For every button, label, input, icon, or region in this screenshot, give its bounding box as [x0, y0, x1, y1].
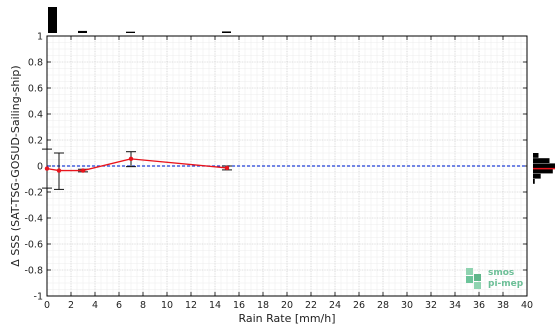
data-point	[44, 166, 50, 171]
data-point	[128, 156, 134, 162]
x-tick-label: 2	[68, 300, 74, 311]
x-tick-label: 28	[377, 300, 389, 311]
y-tick-label: 0.6	[28, 84, 43, 95]
y-tick-label: 1	[37, 32, 43, 43]
x-tick-label: 18	[257, 300, 269, 311]
y-tick-label: 0.2	[28, 136, 43, 147]
y-tick-label: 0.8	[28, 58, 43, 69]
data-point	[224, 165, 230, 171]
top-histogram-bar	[126, 31, 135, 33]
pimep-logo: smos pi-mep	[466, 268, 524, 289]
x-tick-label: 20	[281, 300, 293, 311]
right-histogram-bar	[533, 168, 553, 174]
x-tick-label: 32	[425, 300, 437, 311]
x-tick-label: 4	[92, 300, 98, 311]
x-tick-label: 6	[116, 300, 122, 311]
top-histogram-bar	[222, 31, 231, 33]
x-tick-label: 30	[401, 300, 413, 311]
logo-square	[474, 282, 481, 289]
right-histogram-bar	[533, 153, 539, 158]
right-histogram-bar	[533, 163, 555, 169]
x-tick-label: 26	[353, 300, 365, 311]
y-axis-label: Δ SSS (SAT-TSG-GOSUD-Sailing-ship)	[9, 65, 22, 266]
y-tick-label: -0.4	[24, 214, 43, 225]
top-histogram-bar	[48, 7, 57, 33]
y-tick-label: -1	[34, 292, 43, 303]
logo-square	[474, 274, 481, 281]
x-tick-label: 36	[473, 300, 485, 311]
x-tick-label: 10	[161, 300, 173, 311]
x-tick-label: 12	[185, 300, 197, 311]
logo-line1: smos	[488, 268, 514, 278]
x-axis-label: Rain Rate [mm/h]	[238, 312, 335, 325]
right-histogram-bar	[533, 173, 541, 179]
logo-square	[466, 268, 473, 275]
y-tick-label: -0.2	[24, 188, 43, 199]
logo-line2: pi-mep	[488, 279, 524, 289]
data-point	[80, 168, 86, 173]
data	[42, 148, 527, 190]
x-tick-label: 0	[44, 300, 50, 311]
y-tick-label: 0	[37, 162, 43, 173]
logo-square	[466, 276, 473, 283]
top-histogram	[48, 7, 231, 33]
right-histogram-bar	[533, 179, 535, 184]
x-tick-label: 22	[305, 300, 317, 311]
x-tick-label: 8	[140, 300, 146, 311]
x-tick-label: 34	[449, 300, 461, 311]
right-histogram	[533, 153, 555, 184]
y-tick-label: -0.6	[24, 240, 43, 251]
right-histogram-bar	[533, 158, 550, 163]
x-tick-label: 40	[521, 300, 533, 311]
data-point	[56, 168, 62, 173]
x-tick-label: 38	[497, 300, 509, 311]
axes: 0 2 4 6 8 10 12 14 16 18 20 22 24 26 28 30 32 34 36 38 40-1-…	[24, 32, 533, 312]
x-tick-label: 24	[329, 300, 341, 311]
y-tick-label: -0.8	[24, 266, 43, 277]
top-histogram-bar	[78, 30, 87, 33]
x-tick-label: 14	[209, 300, 221, 311]
x-tick-label: 16	[233, 300, 245, 311]
y-tick-label: 0.4	[28, 110, 43, 121]
